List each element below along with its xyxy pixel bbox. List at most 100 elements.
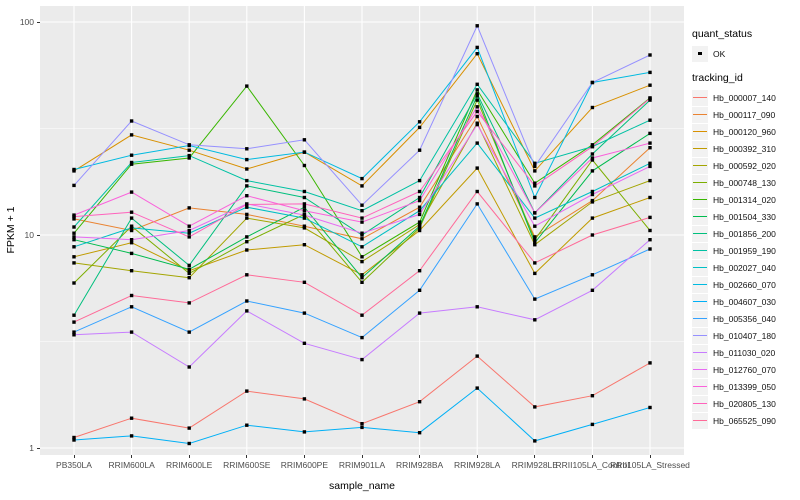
data-point <box>187 267 191 271</box>
data-point <box>417 311 422 315</box>
data-point <box>590 192 595 197</box>
x-tick-label: PB350LA <box>56 460 92 470</box>
legend-key-swatch <box>692 276 708 293</box>
data-point <box>417 120 422 124</box>
data-point <box>417 125 422 130</box>
data-point <box>533 195 537 200</box>
legend-entry-label: Hb_000007_140 <box>713 92 776 103</box>
legend-entry: Hb_002660_070 <box>692 276 798 293</box>
data-point <box>417 224 422 228</box>
data-point <box>245 235 249 239</box>
data-point <box>590 216 595 220</box>
data-point <box>533 169 537 173</box>
data-point <box>360 231 364 235</box>
data-point <box>417 212 422 217</box>
data-point <box>360 216 364 220</box>
legend-entry-label: Hb_004607_030 <box>713 296 776 307</box>
legend-entry: Hb_000592_020 <box>692 157 798 174</box>
legend-key-swatch <box>692 208 708 225</box>
legend-entry-label: Hb_002027_040 <box>713 262 776 273</box>
data-point <box>245 84 249 88</box>
data-point <box>187 301 191 305</box>
legend-key-swatch <box>692 174 708 191</box>
data-point <box>590 233 595 237</box>
x-tick-mark <box>361 455 363 458</box>
data-point <box>302 213 307 217</box>
data-point <box>475 189 479 194</box>
legend-key-swatch <box>692 293 708 310</box>
data-point <box>245 212 249 217</box>
data-point <box>533 216 537 220</box>
data-point <box>129 330 134 334</box>
legend-key-swatch <box>692 327 708 344</box>
x-tick-mark <box>188 455 190 458</box>
data-point <box>360 203 364 207</box>
data-point <box>648 131 652 136</box>
data-point <box>475 202 479 206</box>
data-point <box>417 209 422 213</box>
legend-line-icon <box>693 266 707 268</box>
x-tick-mark <box>73 455 75 458</box>
legend-key-swatch <box>692 412 708 429</box>
data-point <box>360 280 364 284</box>
data-point <box>129 133 134 137</box>
legend-entry-label: Hb_065525_090 <box>713 415 776 426</box>
data-point <box>533 241 537 245</box>
data-point <box>72 238 76 242</box>
data-point <box>245 240 249 244</box>
legend-entry: Hb_001856_200 <box>692 225 798 242</box>
data-point <box>417 431 422 435</box>
data-point <box>72 313 76 317</box>
legend-entry-label: Hb_000117_090 <box>713 109 776 120</box>
legend-entry-label: Hb_001959_190 <box>713 245 776 256</box>
legend-key-swatch <box>692 344 708 361</box>
data-point <box>475 98 479 102</box>
data-point <box>590 144 595 149</box>
data-point <box>72 261 76 265</box>
legend-entry: Hb_011030_020 <box>692 344 798 361</box>
x-axis-title: sample_name <box>329 480 395 492</box>
data-point <box>302 311 307 315</box>
data-point <box>475 141 479 145</box>
legend-tracking-id-title: tracking_id <box>692 72 743 84</box>
data-point <box>648 178 652 183</box>
data-point <box>475 354 479 358</box>
x-tick-label: RRIM600LA <box>108 460 155 470</box>
plot-panel <box>40 6 684 455</box>
legend-line-icon <box>693 334 707 336</box>
data-point <box>648 361 652 365</box>
data-point <box>245 273 249 277</box>
data-point <box>590 189 595 194</box>
data-point <box>129 251 134 256</box>
data-point <box>360 259 364 264</box>
data-point <box>187 148 191 152</box>
legend-line-icon <box>693 351 707 353</box>
legend-entry-label: Hb_001504_330 <box>713 211 776 222</box>
legend-line-icon <box>693 385 707 387</box>
data-point <box>72 438 76 442</box>
legend-key-swatch <box>692 242 708 259</box>
data-point <box>129 269 134 273</box>
y-tick-mark <box>36 21 40 23</box>
data-point <box>648 195 652 200</box>
data-point <box>129 228 134 233</box>
data-point <box>360 335 364 340</box>
x-tick-mark <box>131 455 133 458</box>
legend-line-icon <box>693 215 707 217</box>
data-point <box>648 215 652 220</box>
data-point <box>590 394 595 398</box>
legend-entry-label: Hb_001856_200 <box>713 228 776 239</box>
data-point <box>129 226 134 230</box>
data-point <box>302 397 307 401</box>
x-tick-label: RRII105LA_Control <box>555 460 630 470</box>
data-point <box>360 184 364 188</box>
data-point <box>360 209 364 213</box>
data-point <box>187 153 191 158</box>
data-point <box>187 426 191 430</box>
data-point <box>475 82 479 86</box>
data-point <box>360 255 364 259</box>
data-point <box>475 52 479 56</box>
legend-entry: Hb_010407_180 <box>692 327 798 344</box>
data-point <box>590 80 595 85</box>
